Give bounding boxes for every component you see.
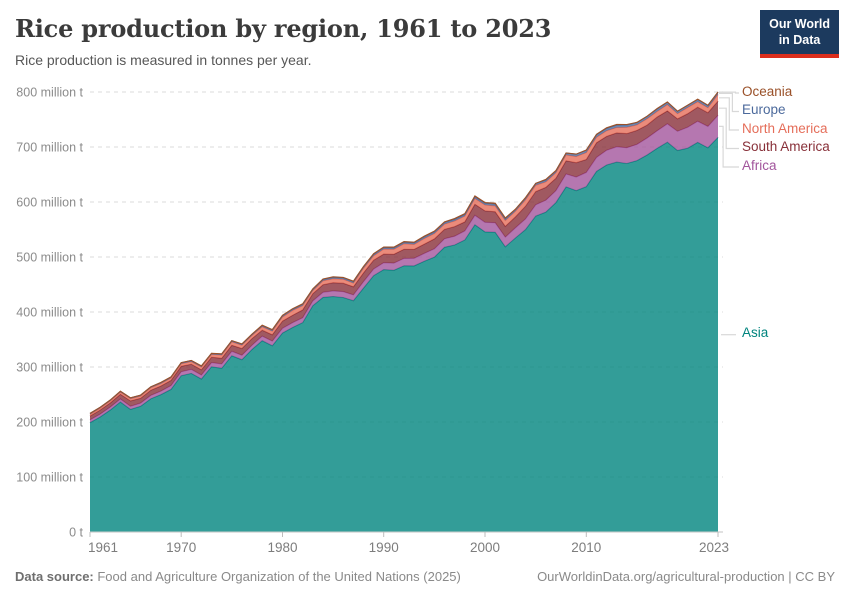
y-tick-label: 600 million t [16, 196, 83, 210]
data-source-note: Data source: Food and Agriculture Organi… [15, 569, 461, 584]
legend-item-north-america[interactable]: North America [742, 120, 828, 136]
y-tick-label: 300 million t [16, 361, 83, 375]
legend-item-europe[interactable]: Europe [742, 102, 786, 117]
y-tick-label: 500 million t [16, 251, 83, 265]
legend-item-south-america[interactable]: South America [742, 139, 830, 154]
owid-logo-line1: Our World [769, 17, 830, 31]
x-tick-label: 1970 [166, 540, 196, 555]
y-tick-label: 800 million t [16, 86, 83, 100]
x-tick-label: 1961 [88, 540, 118, 555]
legend-connector [719, 97, 739, 131]
area-edge-oceania [89, 91, 719, 414]
legend-connector [719, 92, 739, 113]
area-asia[interactable] [90, 137, 718, 532]
x-tick-label: 2010 [571, 540, 601, 555]
area-south-america[interactable] [90, 101, 718, 420]
y-tick-label: 0 t [69, 526, 83, 540]
legend-item-asia[interactable]: Asia [742, 325, 769, 341]
data-source-label: Data source: [15, 569, 94, 584]
x-tick-label: 2023 [699, 540, 729, 555]
y-tick-label: 200 million t [16, 416, 83, 430]
owid-logo-line2: in Data [778, 32, 821, 47]
y-tick-label: 400 million t [16, 306, 83, 320]
credit-link[interactable]: OurWorldinData.org/agricultural-producti… [537, 569, 835, 584]
legend-connector [719, 91, 739, 94]
chart-subtitle: Rice production is measured in tonnes pe… [15, 52, 312, 68]
data-source-text: Food and Agriculture Organization of the… [93, 569, 461, 584]
area-africa[interactable] [90, 115, 718, 423]
legend-connector [719, 125, 739, 168]
legend-item-africa[interactable]: Africa [742, 157, 777, 173]
legend-connectors [719, 91, 739, 336]
x-tick-label: 1990 [369, 540, 399, 555]
page-title: Rice production by region, 1961 to 2023 [15, 14, 552, 43]
x-axis: 1961 1970 1980 1990 2000 2010 2023 [88, 531, 729, 555]
legend-item-oceania[interactable]: Oceania [742, 83, 793, 99]
x-tick-label: 2000 [470, 540, 500, 555]
x-tick-label: 1980 [267, 540, 297, 555]
y-tick-label: 700 million t [16, 141, 83, 155]
y-tick-label: 100 million t [16, 471, 83, 485]
area-series [89, 91, 719, 532]
legend-connector [719, 107, 739, 150]
owid-logo: Our World in Data [760, 10, 839, 59]
